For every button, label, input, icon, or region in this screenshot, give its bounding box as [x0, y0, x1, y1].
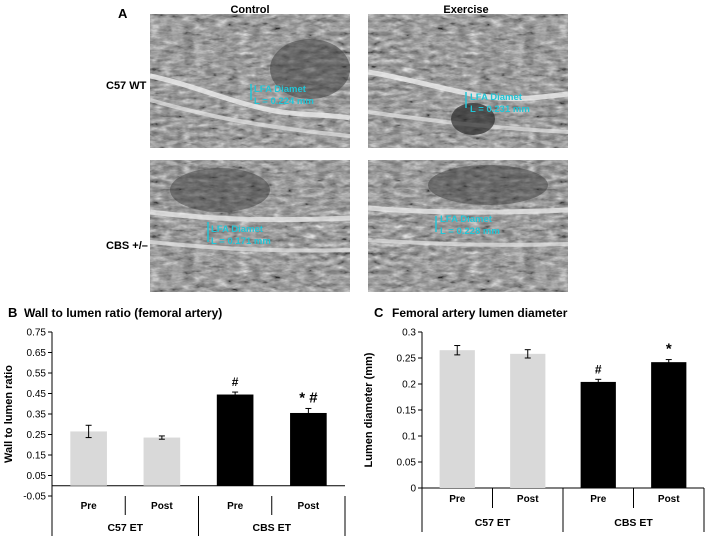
x-tick-label: Post: [517, 494, 539, 505]
x-tick-label: Pre: [227, 501, 244, 512]
measurement-label: LFA Diamet: [440, 214, 493, 225]
y-tick-label: -0.05: [23, 492, 46, 503]
ultrasound-image-cbs-exercise: LFA Diamet L = 0.228 mm: [368, 160, 568, 292]
significance-annotation: *: [666, 341, 672, 358]
group-label: C57 ET: [475, 517, 511, 529]
ultrasound-image-c57-control: LFA Diamet L = 0.224 mm: [150, 14, 350, 148]
ultrasound-texture: LFA Diamet L = 0.224 mm: [150, 14, 350, 148]
x-tick-label: Post: [298, 501, 320, 512]
y-tick-label: 0.05: [397, 458, 417, 469]
bar: [290, 412, 327, 486]
chart-c-title: Femoral artery lumen diameter: [392, 306, 568, 320]
y-tick-label: 0.1: [402, 432, 416, 443]
y-tick-label: 0.25: [27, 430, 47, 441]
y-tick-label: 0.3: [402, 328, 416, 339]
bar: [510, 353, 546, 488]
y-tick-label: 0.65: [27, 348, 47, 359]
measurement-value: L = 0.231 mm: [470, 104, 530, 115]
x-tick-label: Post: [151, 501, 173, 512]
y-tick-label: 0.15: [397, 406, 417, 417]
measurement-label: LFA Diamet: [470, 92, 523, 103]
y-tick-label: 0.05: [27, 471, 47, 482]
measurement-value: L = 0.171 mm: [211, 236, 271, 247]
y-tick-label: 0.55: [27, 369, 47, 380]
measurement-label: LFA Diamet: [211, 224, 264, 235]
bar: [651, 362, 687, 488]
group-label: CBS ET: [252, 522, 291, 534]
column-title-control: Control: [230, 4, 270, 16]
bar: [580, 381, 616, 488]
chart-b-title: Wall to lumen ratio (femoral artery): [24, 306, 223, 320]
y-tick-label: 0: [410, 484, 416, 495]
x-tick-label: Pre: [449, 494, 466, 505]
ultrasound-texture: LFA Diamet L = 0.171 mm: [150, 160, 350, 292]
y-tick-label: 0.15: [27, 451, 47, 462]
x-tick-label: Post: [658, 494, 680, 505]
column-title-exercise: Exercise: [443, 4, 489, 16]
significance-annotation: #: [595, 362, 602, 376]
significance-annotation: * #: [299, 389, 318, 406]
measurement-value: L = 0.224 mm: [254, 96, 314, 107]
ultrasound-texture: LFA Diamet L = 0.228 mm: [368, 160, 568, 292]
ultrasound-texture: LFA Diamet L = 0.231 mm: [368, 14, 568, 148]
y-tick-label: 0.45: [27, 389, 47, 400]
y-tick-label: 0.75: [27, 328, 47, 339]
x-tick-label: Pre: [590, 494, 607, 505]
ultrasound-image-cbs-control: LFA Diamet L = 0.171 mm: [150, 160, 350, 292]
y-tick-label: 0.35: [27, 410, 47, 421]
panel-b-letter: B: [8, 305, 18, 320]
group-label: CBS ET: [614, 517, 653, 529]
group-label: C57 ET: [107, 522, 143, 534]
lumen-diameter-chart: Lumen diameter (mm) 0 0.05 0.1 0.15 0.2 0.25 0.…: [363, 328, 705, 532]
bar: [439, 350, 475, 488]
y-tick-label: 0.25: [397, 354, 417, 365]
y-axis-label: Wall to lumen ratio: [3, 365, 15, 463]
significance-annotation: #: [232, 375, 239, 389]
bar: [143, 437, 181, 486]
panel-c-letter: C: [374, 305, 384, 320]
bar: [216, 394, 254, 486]
wall-to-lumen-chart: Wall to lumen ratio -0.05 0.05 0.15 0.25 0.35…: [3, 328, 346, 536]
row-label-c57-wt: C57 WT: [106, 80, 147, 92]
panel-a-letter: A: [118, 6, 128, 21]
measurement-value: L = 0.228 mm: [440, 226, 500, 237]
y-tick-label: 0.2: [402, 380, 416, 391]
bar: [70, 431, 107, 486]
ultrasound-image-c57-exercise: LFA Diamet L = 0.231 mm: [368, 14, 568, 148]
x-tick-label: Pre: [81, 501, 98, 512]
y-axis-label: Lumen diameter (mm): [363, 352, 375, 467]
row-label-cbs: CBS +/–: [106, 240, 148, 252]
measurement-label: LFA Diamet: [254, 84, 307, 95]
